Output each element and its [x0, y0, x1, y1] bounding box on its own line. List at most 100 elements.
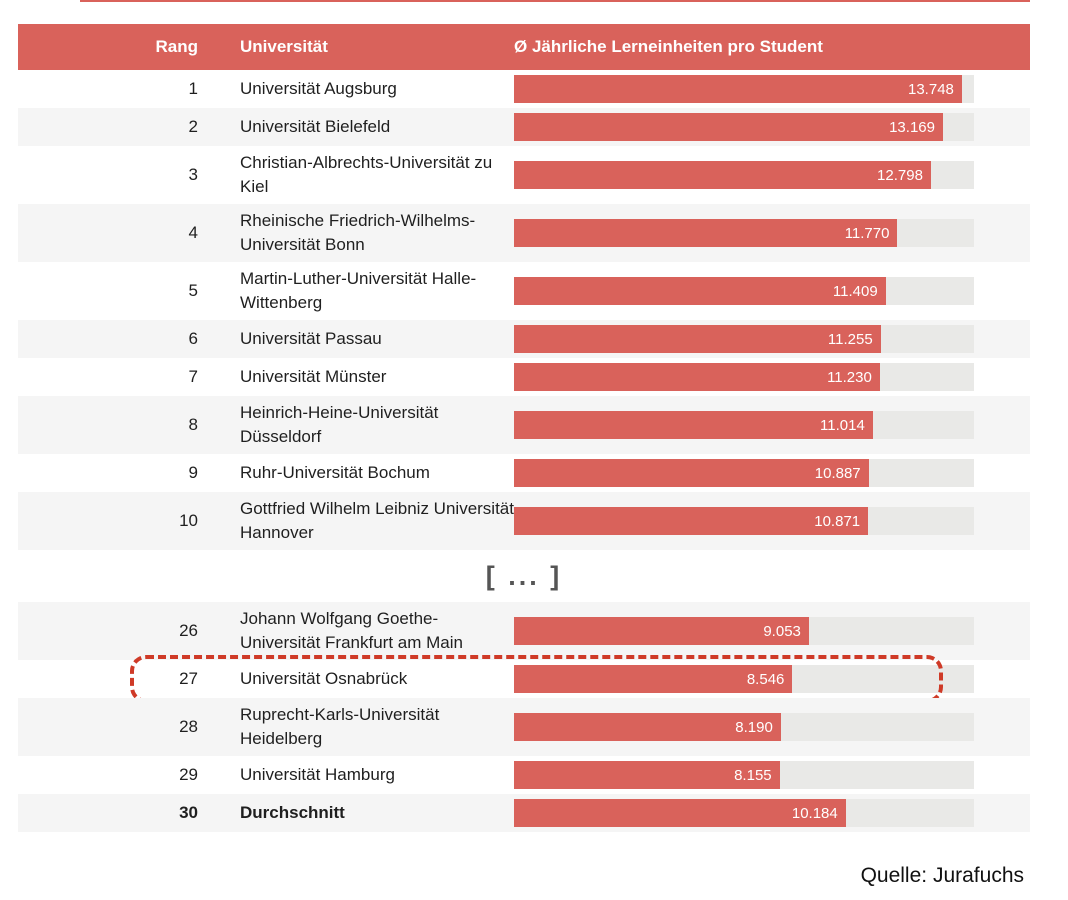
- bar-track: 13.169: [514, 113, 974, 141]
- header-value: Ø Jährliche Lerneinheiten pro Student: [514, 37, 823, 56]
- rank-cell: 30: [179, 803, 198, 822]
- university-cell: Universität Passau: [240, 329, 382, 348]
- header-rank: Rang: [155, 37, 199, 56]
- bar-fill: 8.155: [514, 761, 780, 789]
- bar-fill: 8.190: [514, 713, 781, 741]
- bar-track: 9.053: [514, 617, 974, 645]
- table-row: 30 Durchschnitt 10.184: [18, 794, 1030, 832]
- table-row: 1 Universität Augsburg 13.748: [18, 70, 1030, 108]
- bar-value-label: 13.169: [889, 118, 935, 136]
- bar-value-label: 9.053: [763, 622, 801, 640]
- bar-track: 8.546: [514, 665, 974, 693]
- bar-cell: 8.155: [514, 761, 974, 789]
- bar-value-label: 8.546: [746, 670, 785, 688]
- bar-fill: 11.230: [514, 363, 880, 391]
- bar-track: 11.255: [514, 325, 974, 353]
- bar-fill: 11.014: [514, 411, 873, 439]
- university-cell: Ruhr-Universität Bochum: [240, 463, 430, 482]
- bar-cell: 10.887: [514, 459, 974, 487]
- bar-value-label: 11.255: [827, 330, 873, 348]
- table-row: 5 Martin-Luther-Universität Halle-Wittenb…: [18, 262, 1030, 320]
- bar-cell: 11.255: [514, 325, 974, 353]
- university-cell: Universität Augsburg: [240, 79, 397, 98]
- table-row: 6 Universität Passau 11.255: [18, 320, 1030, 358]
- university-cell: Universität Bielefeld: [240, 117, 391, 136]
- bar-fill: 10.871: [514, 507, 869, 535]
- bar-fill: 10.887: [514, 459, 869, 487]
- table-row: 4 Rheinische Friedrich-Wilhelms-Universit…: [18, 204, 1030, 262]
- bar-fill: 13.169: [514, 113, 943, 141]
- university-cell: Ruprecht-Karls-Universität Heidelberg: [240, 705, 440, 748]
- bar-cell: 11.409: [514, 277, 974, 305]
- bar-cell: 11.770: [514, 219, 974, 247]
- source-credit: Quelle: Jurafuchs: [860, 864, 1024, 887]
- header-university: Universität: [240, 37, 328, 56]
- table-row: 10 Gottfried Wilhelm Leibniz Universität …: [18, 492, 1030, 550]
- table-row: 7 Universität Münster 11.230: [18, 358, 1030, 396]
- table-row: 28 Ruprecht-Karls-Universität Heidelberg 8…: [18, 698, 1030, 756]
- rank-cell: 3: [188, 165, 198, 184]
- bar-fill: 11.255: [514, 325, 881, 353]
- university-cell: Heinrich-Heine-Universität Düsseldorf: [240, 403, 439, 446]
- bar-value-label: 10.184: [791, 804, 838, 822]
- bar-fill: 13.748: [514, 75, 962, 103]
- university-cell: Christian-Albrechts-Universität zu Kiel: [240, 153, 493, 196]
- rank-cell: 28: [179, 717, 198, 736]
- table-header-row: Rang Universität Ø Jährliche Lerneinheit…: [18, 24, 1030, 70]
- bar-value-label: 10.871: [814, 512, 861, 530]
- bar-track: 8.190: [514, 713, 974, 741]
- bar-value-label: 13.748: [908, 80, 954, 98]
- ranking-table: Rang Universität Ø Jährliche Lerneinheit…: [18, 24, 1030, 832]
- bar-track: 13.748: [514, 75, 974, 103]
- bar-value-label: 11.014: [820, 416, 865, 434]
- table-row: 26 Johann Wolfgang Goethe-Universität Fra…: [18, 602, 1030, 660]
- rank-cell: 27: [179, 669, 198, 688]
- bar-value-label: 8.190: [735, 718, 773, 736]
- bar-cell: 12.798: [514, 161, 974, 189]
- bar-value-label: 12.798: [877, 166, 923, 184]
- bar-track: 10.184: [514, 799, 974, 827]
- bar-cell: 11.014: [514, 411, 974, 439]
- rank-cell: 26: [179, 621, 198, 640]
- bar-value-label: 11.230: [827, 368, 872, 386]
- rank-cell: 4: [188, 223, 198, 242]
- bar-cell: 10.871: [514, 507, 974, 535]
- bar-value-label: 11.770: [844, 224, 890, 242]
- bar-fill: 8.546: [514, 665, 793, 693]
- table-row: 3 Christian-Albrechts-Universität zu Kiel…: [18, 146, 1030, 204]
- table-row: 9 Ruhr-Universität Bochum 10.887: [18, 454, 1030, 492]
- rank-cell: 6: [188, 329, 198, 348]
- bar-cell: 9.053: [514, 617, 974, 645]
- rank-cell: 2: [188, 117, 198, 136]
- top-rows-section: 1 Universität Augsburg 13.748 2 Universität …: [18, 70, 1030, 550]
- bar-track: 11.770: [514, 219, 974, 247]
- university-cell: Durchschnitt: [240, 803, 345, 822]
- table-row: 2 Universität Bielefeld 13.169: [18, 108, 1030, 146]
- bar-value-label: 8.155: [734, 766, 772, 784]
- rank-cell: 7: [188, 367, 198, 386]
- table-row: 29 Universität Hamburg 8.155: [18, 756, 1030, 794]
- university-cell: Universität Hamburg: [240, 765, 395, 784]
- university-cell: Johann Wolfgang Goethe-Universität Frank…: [240, 609, 463, 652]
- rank-cell: 10: [179, 511, 198, 530]
- university-cell: Universität Münster: [240, 367, 387, 386]
- bar-cell: 8.190: [514, 713, 974, 741]
- bar-track: 12.798: [514, 161, 974, 189]
- rank-cell: 29: [179, 765, 198, 784]
- table-row: 8 Heinrich-Heine-Universität Düsseldorf 11…: [18, 396, 1030, 454]
- bar-cell: 13.169: [514, 113, 974, 141]
- rank-cell: 8: [188, 415, 198, 434]
- bar-cell: 10.184: [514, 799, 974, 827]
- bar-value-label: 11.409: [832, 282, 878, 300]
- bar-track: 11.014: [514, 411, 974, 439]
- university-cell: Martin-Luther-Universität Halle-Wittenbe…: [240, 269, 477, 312]
- bar-fill: 11.770: [514, 219, 898, 247]
- bar-fill: 11.409: [514, 277, 886, 305]
- university-cell: Gottfried Wilhelm Leibniz Universität Ha…: [240, 499, 514, 542]
- university-cell: Rheinische Friedrich-Wilhelms-Universitä…: [240, 211, 476, 254]
- bar-cell: 11.230: [514, 363, 974, 391]
- table-row: 27 Universität Osnabrück 8.546: [18, 655, 1030, 703]
- bar-cell: 8.546: [514, 665, 974, 693]
- rank-cell: 5: [188, 281, 198, 300]
- bar-track: 11.230: [514, 363, 974, 391]
